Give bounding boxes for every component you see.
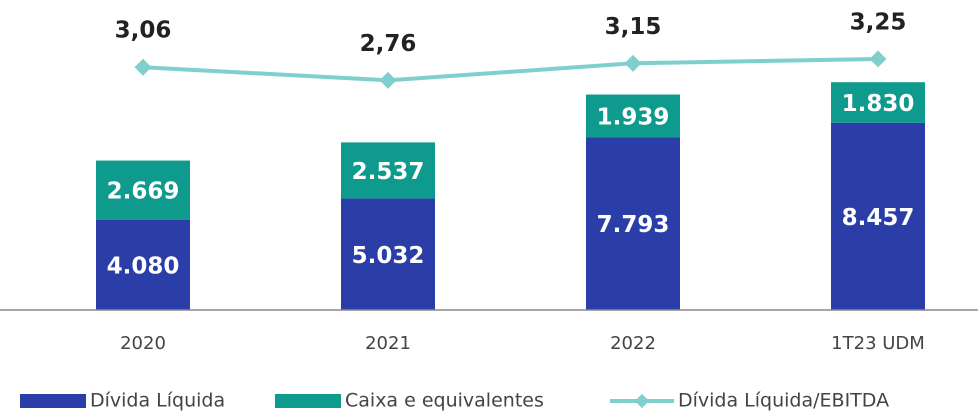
data-label: 2.669: [107, 179, 180, 205]
data-label: 1.939: [597, 104, 670, 130]
data-label: 2,76: [360, 31, 417, 57]
legend-swatch: [20, 394, 86, 408]
bar-segment: [586, 137, 680, 310]
data-label: 8.457: [842, 205, 915, 231]
data-label: 2.537: [352, 159, 425, 185]
data-label: 5.032: [352, 243, 425, 269]
data-label: 3,06: [115, 18, 172, 44]
legend-label: Dívida Líquida: [90, 390, 225, 411]
legend-swatch: [275, 394, 341, 408]
bar-segment: [831, 122, 925, 310]
bar-segment: [586, 94, 680, 138]
legend-label: Dívida Líquida/EBITDA: [678, 390, 889, 411]
x-tick-label: 2020: [120, 333, 166, 354]
legend-label: Caixa e equivalentes: [345, 390, 544, 411]
data-label: 3,15: [605, 14, 662, 40]
x-tick-label: 1T23 UDM: [831, 333, 925, 354]
x-tick-label: 2021: [365, 333, 411, 354]
data-label: 3,25: [850, 9, 907, 35]
x-tick-label: 2022: [610, 333, 656, 354]
bar-segment: [96, 219, 190, 310]
data-label: 4.080: [107, 253, 180, 279]
bar-segment: [831, 82, 925, 123]
legend-swatch: [634, 393, 650, 409]
line-marker: [869, 50, 887, 68]
bar-segment: [341, 198, 435, 310]
data-label: 1.830: [842, 91, 915, 117]
line-marker: [379, 71, 397, 89]
bar-segment: [341, 142, 435, 199]
data-label: 7.793: [597, 212, 670, 238]
bar-segment: [96, 160, 190, 220]
line-marker: [624, 54, 642, 72]
line-marker: [134, 58, 152, 76]
line: [142, 56, 879, 83]
